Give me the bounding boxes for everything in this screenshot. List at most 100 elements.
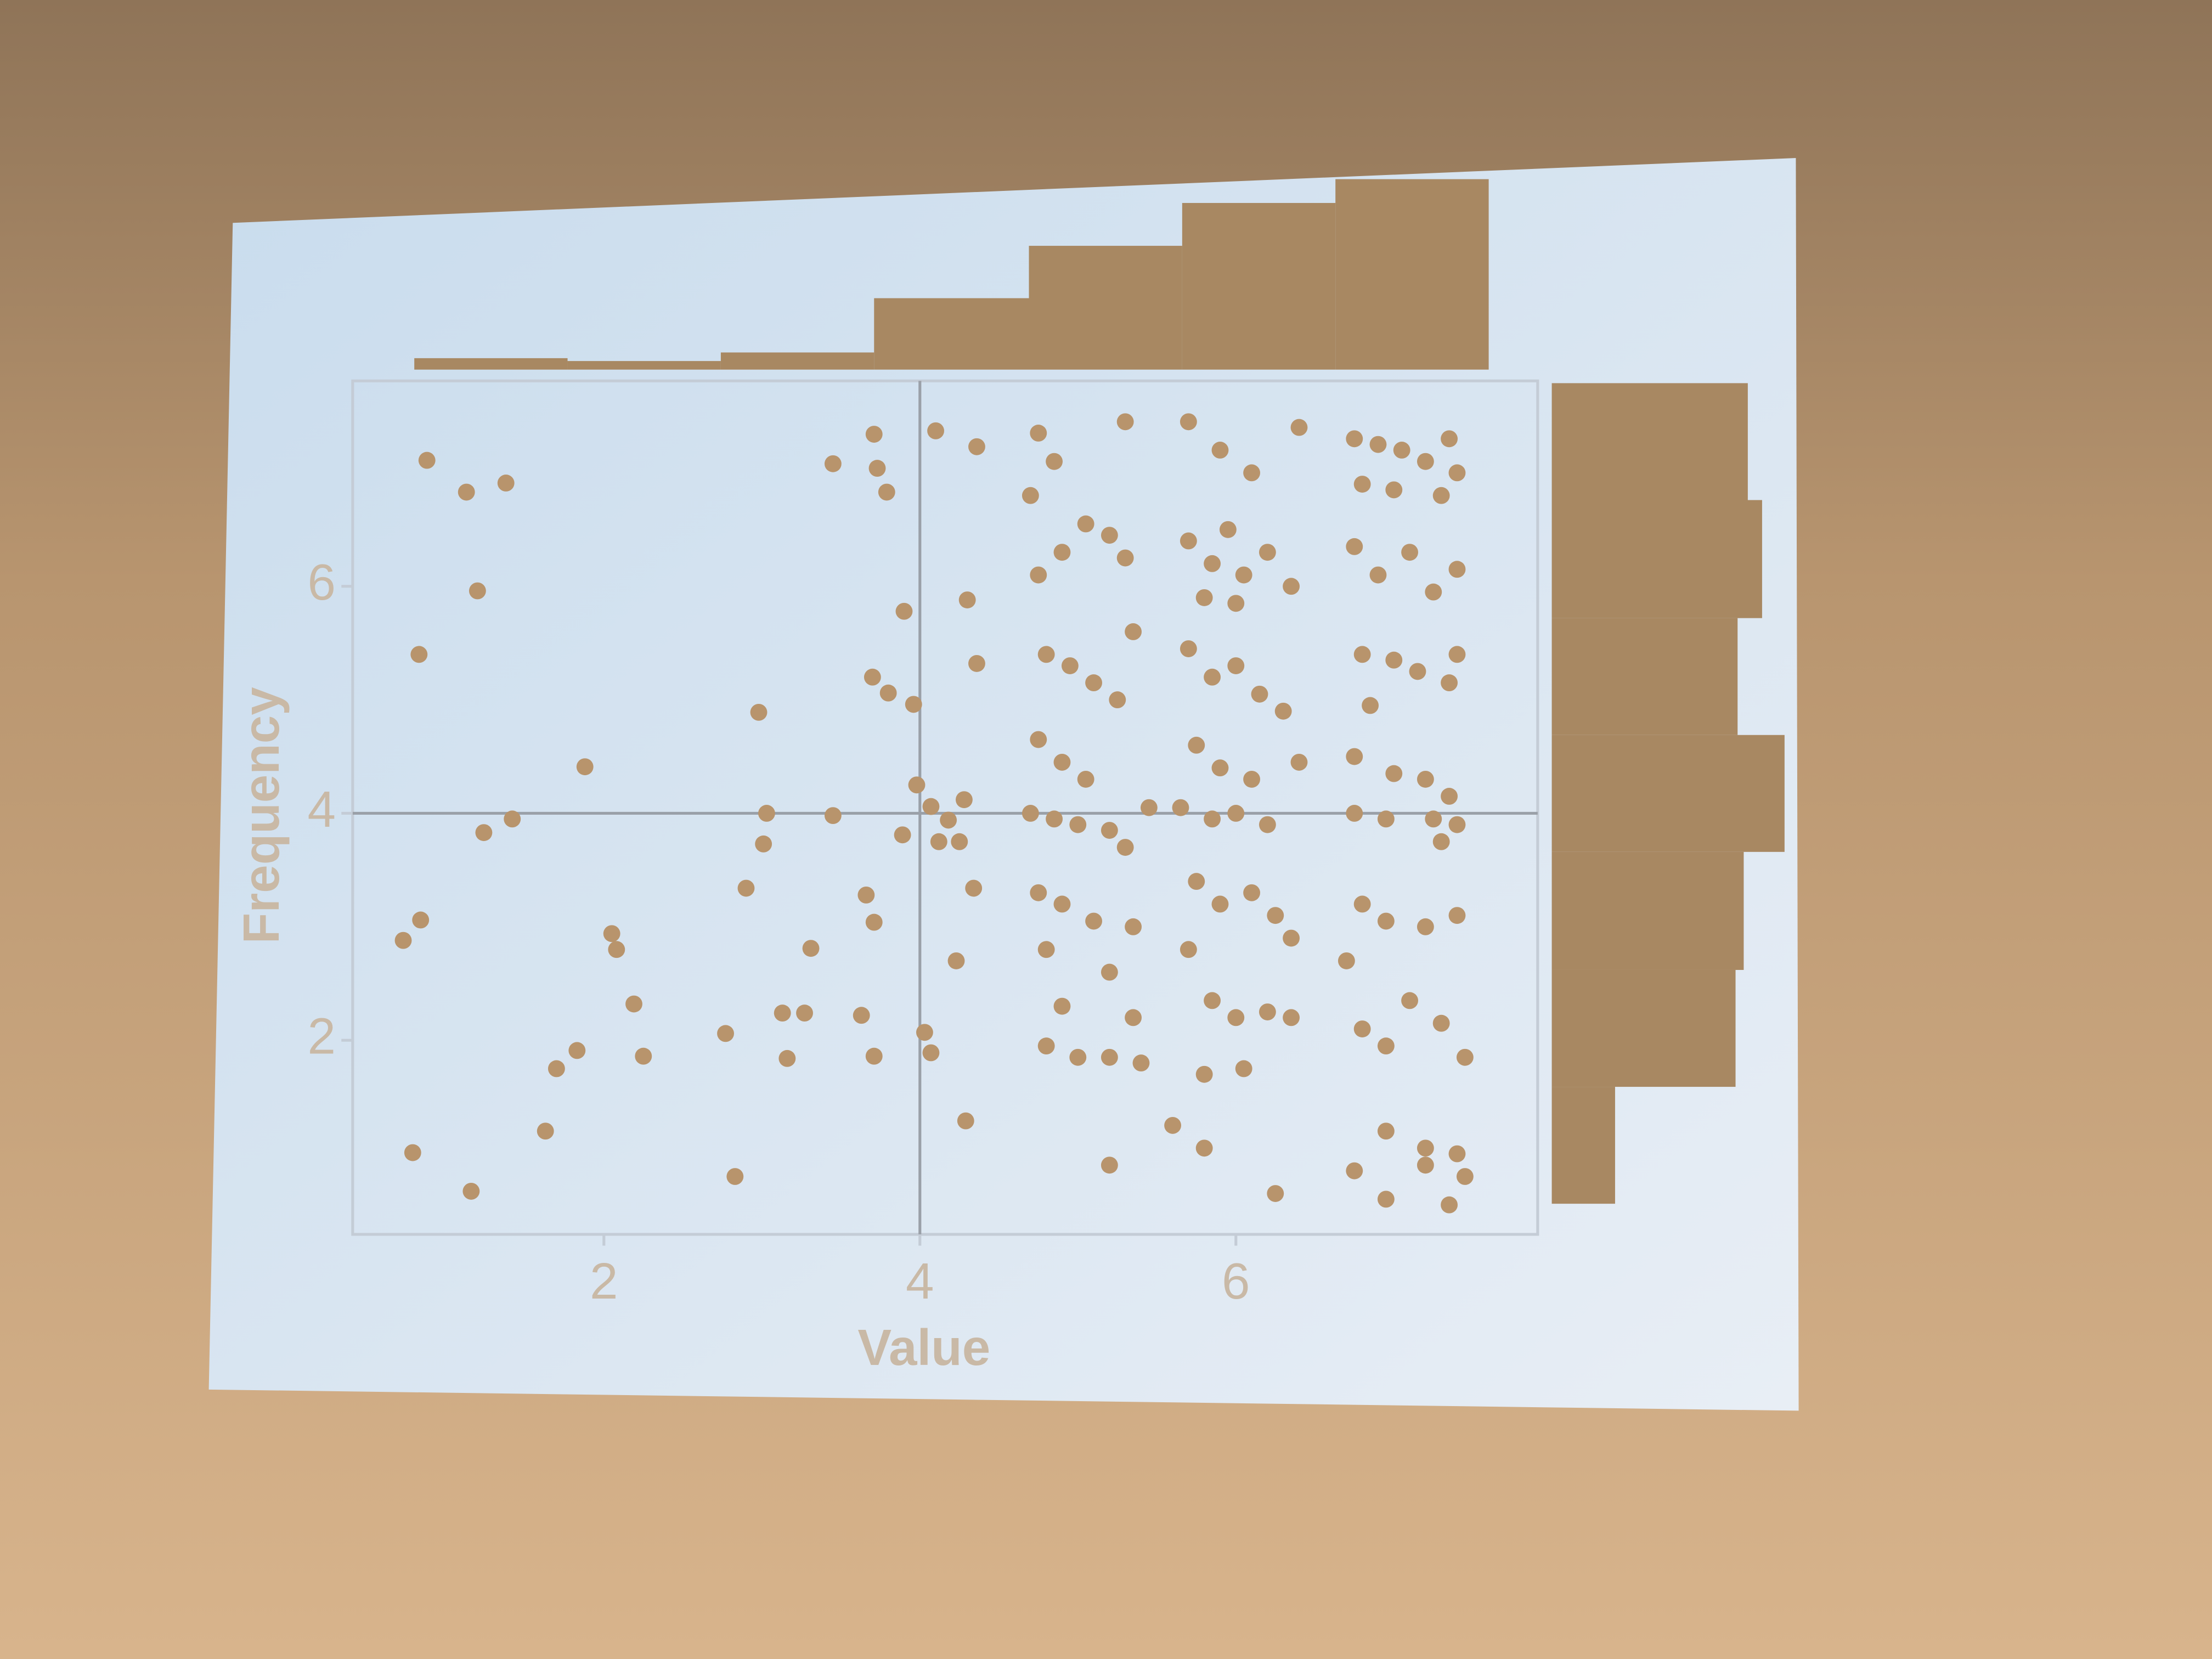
point <box>1441 674 1458 692</box>
point <box>864 668 881 686</box>
point <box>1377 1190 1395 1208</box>
point <box>608 941 625 958</box>
point <box>1353 1020 1371 1037</box>
y-tick-label: 2 <box>308 1008 336 1065</box>
histogram-bar <box>1551 1087 1615 1204</box>
x-tick-label: 6 <box>1222 1252 1250 1310</box>
point <box>1353 895 1371 913</box>
point <box>737 879 755 897</box>
point <box>1101 822 1118 839</box>
point <box>1448 1145 1466 1163</box>
point <box>1195 589 1213 606</box>
point <box>1377 1037 1395 1055</box>
point <box>1227 657 1245 674</box>
point <box>603 925 620 943</box>
point <box>1448 816 1466 833</box>
point <box>1053 895 1071 913</box>
point <box>1053 997 1071 1015</box>
point <box>1369 436 1387 453</box>
point <box>958 591 976 608</box>
point <box>1448 907 1466 924</box>
point <box>1448 464 1466 482</box>
point <box>1101 527 1118 544</box>
point <box>1116 413 1134 431</box>
point <box>1140 799 1158 816</box>
point <box>1338 952 1355 969</box>
point <box>1259 544 1276 561</box>
point <box>1441 1196 1458 1214</box>
point <box>568 1042 586 1059</box>
point <box>1164 1116 1182 1134</box>
point <box>1077 770 1094 788</box>
point <box>1432 833 1450 850</box>
point <box>1267 1185 1284 1202</box>
point <box>878 483 895 501</box>
point <box>1069 1048 1087 1066</box>
point <box>1259 1003 1276 1020</box>
histogram-bar <box>720 352 874 370</box>
point <box>1448 561 1466 578</box>
point <box>957 1112 974 1130</box>
point <box>1046 453 1063 470</box>
x-tick-label: 4 <box>906 1252 934 1310</box>
point <box>865 426 883 443</box>
point <box>1377 912 1395 930</box>
point <box>1259 816 1276 833</box>
point <box>1101 1156 1118 1174</box>
point <box>1235 566 1252 584</box>
histogram-bar <box>1551 851 1744 970</box>
point <box>1227 595 1245 612</box>
point <box>1235 1060 1252 1077</box>
point <box>475 824 493 842</box>
point <box>1353 646 1371 663</box>
point <box>1085 674 1103 692</box>
point <box>968 438 985 455</box>
point <box>1432 1014 1450 1032</box>
point <box>1085 912 1103 930</box>
point <box>1037 1037 1055 1055</box>
point <box>1069 816 1087 833</box>
point <box>1022 487 1039 504</box>
point <box>1369 566 1387 584</box>
point <box>1274 702 1292 720</box>
point <box>1053 544 1071 561</box>
point <box>1243 884 1261 901</box>
point <box>504 810 521 828</box>
point <box>1456 1048 1474 1066</box>
point <box>1125 918 1142 935</box>
point <box>1101 963 1118 981</box>
point <box>1053 753 1071 771</box>
point <box>774 1005 791 1022</box>
point <box>1204 668 1221 686</box>
point <box>548 1060 565 1077</box>
point <box>1204 992 1221 1009</box>
point <box>1211 759 1229 777</box>
histogram-bar <box>567 361 721 370</box>
histogram-bar <box>1551 618 1738 735</box>
point <box>1037 941 1055 958</box>
point <box>796 1005 813 1022</box>
point <box>865 1047 883 1065</box>
point <box>1030 425 1047 442</box>
point <box>1425 810 1442 828</box>
point <box>1022 805 1039 822</box>
point <box>394 932 412 949</box>
point <box>750 703 768 721</box>
point <box>1180 413 1197 431</box>
point <box>1195 1139 1213 1157</box>
point <box>1180 532 1197 550</box>
point <box>1243 770 1261 788</box>
point <box>802 940 820 957</box>
point <box>1353 476 1371 493</box>
point <box>895 602 913 620</box>
point <box>1125 1009 1142 1026</box>
point <box>635 1047 652 1065</box>
point <box>908 776 926 794</box>
histogram-bar <box>874 298 1029 370</box>
point <box>922 1044 940 1062</box>
point <box>1401 544 1419 561</box>
point <box>940 811 957 829</box>
histogram-bar <box>1029 246 1182 370</box>
y-tick-label: 4 <box>308 781 336 838</box>
